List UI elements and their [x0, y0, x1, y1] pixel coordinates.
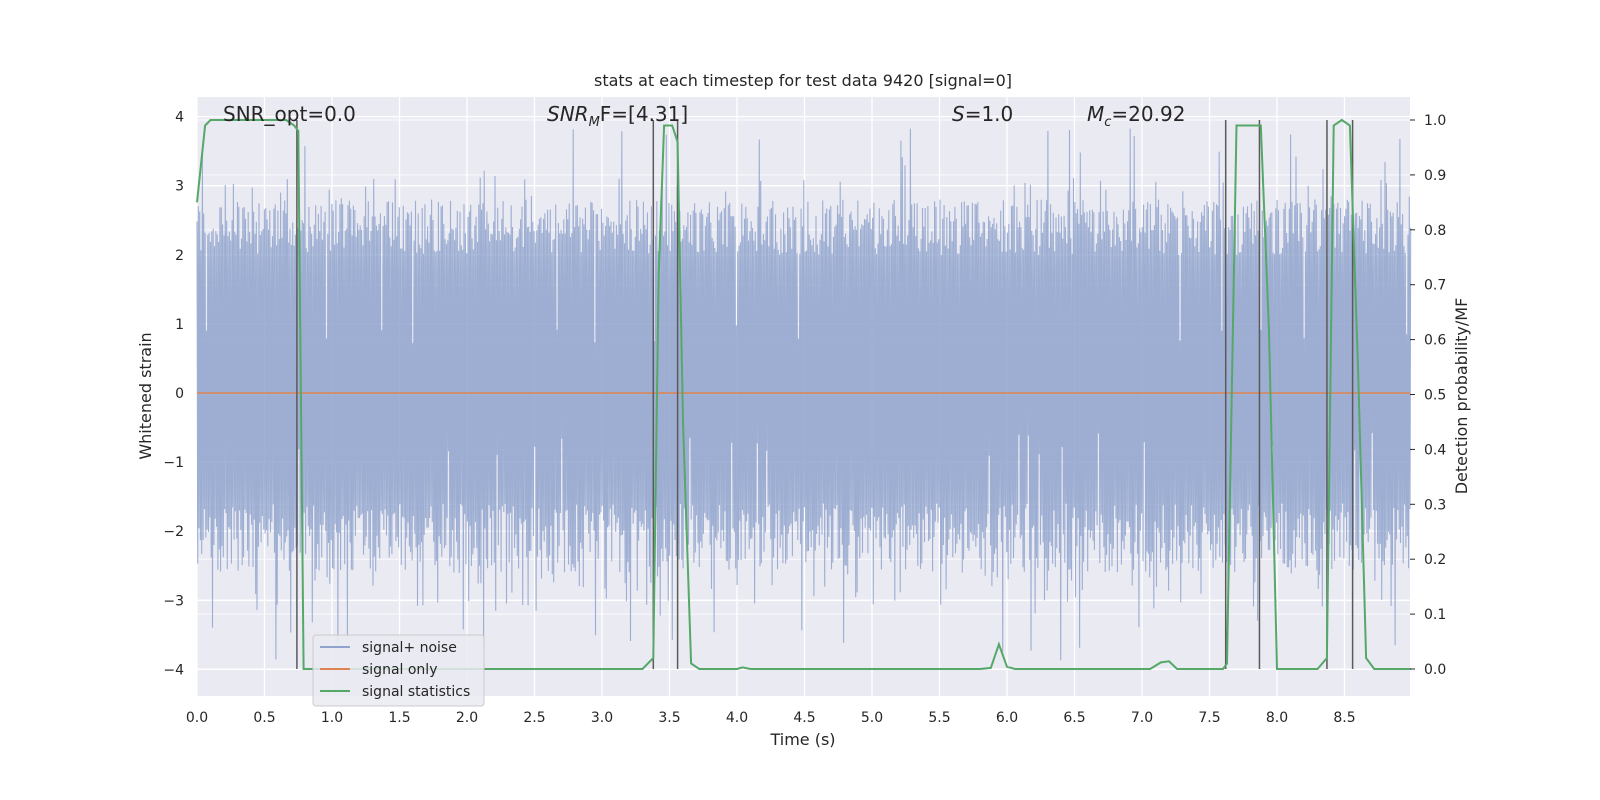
y-right-tick-label: 0.7 [1424, 278, 1446, 294]
x-tick-label: 2.0 [456, 710, 478, 726]
x-tick-label: 5.0 [861, 710, 883, 726]
legend-box [312, 634, 485, 707]
x-tick-label: 5.5 [928, 710, 950, 726]
y-right-tick-label: 0.6 [1424, 333, 1446, 349]
y-left-tick-label: −3 [163, 593, 184, 609]
x-tick-label: 8.5 [1333, 710, 1355, 726]
x-tick-label: 4.5 [793, 710, 815, 726]
y-left-tick-label: 1 [175, 317, 184, 333]
y-right-tick-label: 0.1 [1424, 607, 1446, 623]
x-tick-label: 3.0 [591, 710, 613, 726]
x-tick-label: 3.5 [658, 710, 680, 726]
annotation-mc: Mc=20.92 [1087, 102, 1185, 130]
y-right-tick-label: 0.8 [1424, 223, 1446, 239]
x-tick-label: 6.0 [996, 710, 1018, 726]
annotation-snr-mf: SNRMF=[4.31] [547, 102, 688, 130]
y-left-tick-label: 0 [175, 386, 184, 402]
x-tick-label: 6.5 [1063, 710, 1085, 726]
legend-label-signal-noise: signal+ noise [362, 640, 457, 656]
y-right-tick-label: 0.4 [1424, 442, 1446, 458]
legend: signal+ noise signal only signal statist… [312, 634, 485, 707]
trigger-lines [296, 120, 1354, 669]
y-left-axis-label: Whitened strain [136, 332, 155, 459]
y-left-tick-label: 4 [175, 110, 184, 126]
y-left-tick-label: −1 [163, 455, 184, 471]
x-tick-label: 2.5 [523, 710, 545, 726]
y-left-tick-label: −4 [163, 662, 184, 678]
x-tick-label: 7.0 [1131, 710, 1153, 726]
y-right-tick-label: 0.0 [1424, 662, 1446, 678]
y-right-tick-label: 0.2 [1424, 552, 1446, 568]
noise-series [196, 128, 1412, 661]
x-tick-label: 0.0 [186, 710, 208, 726]
x-tick-label: 8.0 [1266, 710, 1288, 726]
y-left-tick-label: 3 [175, 179, 184, 195]
x-axis-label: Time (s) [769, 730, 835, 749]
annotation-snr-opt: SNR_opt=0.0 [223, 102, 356, 126]
signal-statistics-line [196, 118, 1411, 670]
y-right-tick-label: 0.9 [1424, 168, 1446, 184]
y-left-tick-label: −2 [163, 524, 184, 540]
x-tick-label: 1.5 [388, 710, 410, 726]
signal-statistics-series [196, 118, 1411, 670]
y-left-ticks: 4 3 2 1 0 −1 −2 −3 −4 [163, 110, 184, 679]
y-right-ticks: 1.0 0.9 0.8 0.7 0.6 0.5 0.4 0.3 0.2 0.1 0.0 [1410, 113, 1446, 678]
y-right-axis-label: Detection probability/MF [1452, 298, 1471, 495]
x-tick-label: 0.5 [253, 710, 275, 726]
x-ticks: 0.0 0.5 1.0 1.5 2.0 2.5 3.0 3.5 4.0 4.5 5.0 5.5 6.0 6… [186, 710, 1356, 726]
y-right-tick-label: 1.0 [1424, 113, 1446, 129]
x-tick-label: 7.5 [1198, 710, 1220, 726]
legend-label-signal-statistics: signal statistics [362, 684, 470, 700]
y-right-tick-label: 0.5 [1424, 388, 1446, 404]
x-tick-label: 1.0 [321, 710, 343, 726]
y-left-tick-label: 2 [175, 248, 184, 264]
chart-title: stats at each timestep for test data 942… [594, 71, 1012, 90]
legend-label-signal-only: signal only [362, 662, 437, 678]
x-tick-label: 4.0 [726, 710, 748, 726]
noise-line [196, 128, 1412, 661]
y-right-tick-label: 0.3 [1424, 497, 1446, 513]
annotation-s: S=1.0 [952, 102, 1013, 126]
